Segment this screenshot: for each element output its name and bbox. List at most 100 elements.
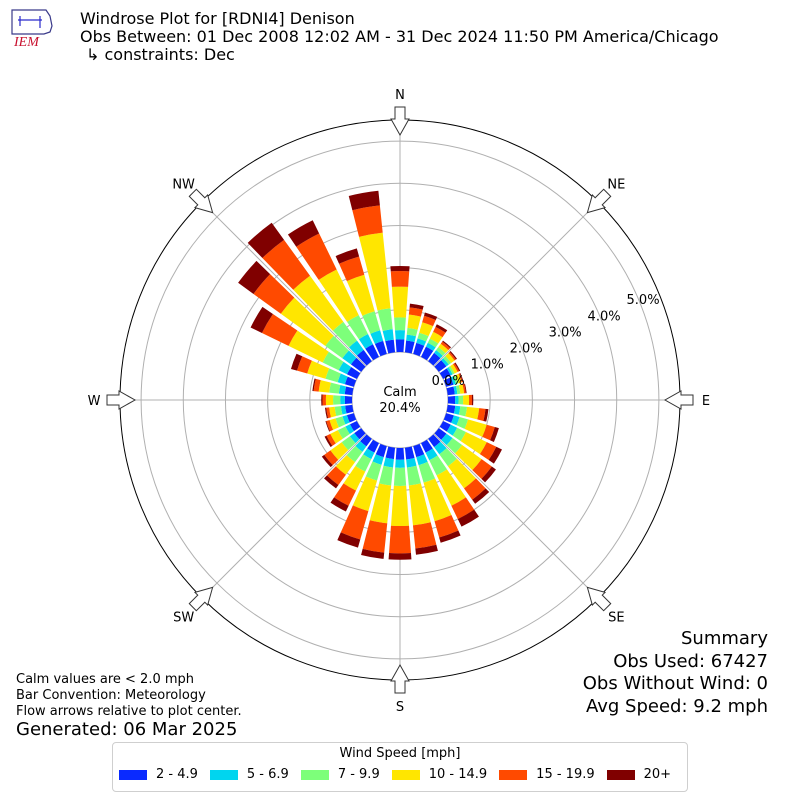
wind-bar-segment	[434, 428, 447, 440]
wind-bar-segment	[262, 239, 311, 290]
wind-bar-segment	[334, 406, 343, 417]
wind-bar-segment	[326, 433, 336, 446]
wind-bar-segment	[253, 274, 295, 314]
wind-bar-segment	[360, 434, 372, 447]
wind-bar-segment	[261, 313, 298, 346]
wind-bar-segment	[238, 260, 271, 294]
wind-bar-segment	[372, 454, 384, 465]
wind-bar-segment	[337, 426, 350, 439]
wind-bar-segment	[472, 459, 492, 479]
wind-bar-segment	[324, 475, 339, 489]
wind-bar-segment	[395, 447, 405, 460]
arrows-note: Flow arrows relative to plot center.	[16, 704, 242, 719]
legend-label: 5 - 6.9	[246, 767, 289, 782]
wind-bar-segment	[355, 454, 372, 472]
legend-swatch	[300, 769, 329, 780]
wind-bar-segment	[429, 455, 448, 476]
wind-bar-segment	[465, 406, 480, 420]
wind-bar-segment	[375, 443, 387, 458]
wind-bar-segment	[439, 530, 461, 543]
wind-bar-segment	[447, 396, 456, 404]
wind-bar-segment	[408, 483, 431, 526]
wind-bar-segment	[335, 416, 346, 428]
wind-bar-segment	[394, 317, 406, 331]
legend-swatch	[606, 769, 635, 780]
compass-label: E	[702, 394, 710, 409]
calm-label: Calm	[383, 385, 416, 400]
obs-without-wind: Obs Without Wind: 0	[582, 673, 768, 694]
wind-bar-segment	[404, 446, 415, 460]
legend-title: Wind Speed [mph]	[339, 746, 461, 761]
wind-bar-segment	[416, 338, 427, 346]
wind-bar-segment	[420, 346, 434, 361]
wind-bar-segment	[447, 458, 476, 489]
wind-bar-segment	[347, 315, 368, 340]
wind-bar-segment	[337, 532, 361, 548]
compass-label: NW	[172, 178, 195, 193]
wind-bar-segment	[385, 446, 396, 460]
wind-bar-segment	[313, 378, 321, 392]
wind-bar-segment	[438, 343, 449, 354]
wind-bar-segment	[454, 362, 461, 372]
svg-text:IEM: IEM	[13, 35, 40, 50]
wind-bar-segment	[345, 424, 354, 435]
wind-bar-segment	[318, 269, 359, 322]
wind-bar-segment	[434, 515, 459, 538]
wind-bar-segment	[377, 308, 393, 331]
wind-bar-segment	[446, 424, 458, 436]
wind-bar-segment	[391, 286, 409, 318]
wind-bar-segment	[338, 361, 352, 375]
compass-label: NE	[607, 178, 625, 193]
legend: Wind Speed [mph] 2 - 4.9 5 - 6.9 7 - 9.9 10…	[112, 742, 688, 792]
wind-bar-segment	[325, 335, 349, 359]
wind-bar-segment	[395, 459, 405, 468]
wind-bar-segment	[326, 420, 334, 432]
wind-bar-segment	[455, 373, 462, 384]
wind-bar-segment	[436, 347, 446, 356]
wind-bar-segment	[349, 433, 360, 444]
legend-swatch	[391, 769, 420, 780]
wind-bar-segment	[312, 378, 316, 392]
obs-used: Obs Used: 67427	[613, 650, 768, 672]
wind-bar-segment	[446, 367, 453, 376]
wind-bar-segment	[247, 222, 285, 258]
wind-bar-segment	[355, 441, 367, 452]
wind-bar-segment	[452, 427, 466, 442]
legend-swatch	[209, 769, 238, 780]
radial-tick-label: 3.0%	[549, 325, 582, 340]
wind-bar-segment	[425, 342, 436, 351]
wind-bar-segment	[335, 455, 356, 475]
compass-label: W	[88, 394, 101, 409]
wind-bar-segment	[440, 341, 451, 351]
wind-bar-segment	[344, 386, 354, 396]
wind-bar-segment	[458, 406, 468, 417]
wind-bar-segment	[321, 454, 333, 468]
wind-bar-segment	[488, 446, 502, 464]
wind-bar-segment	[446, 438, 463, 454]
wind-bar-segment	[358, 334, 373, 349]
legend-swatch	[119, 769, 147, 780]
wind-bar-segment	[369, 483, 392, 524]
wind-bar-segment	[481, 466, 496, 483]
wind-bar-segment	[329, 406, 337, 418]
legend-item: 10 - 14.9	[391, 767, 487, 782]
calm-value: 20.4%	[379, 401, 420, 416]
flow-arrow-icon	[188, 586, 214, 612]
wind-bar-segment	[354, 428, 366, 440]
wind-bar-segment	[428, 352, 441, 366]
flow-arrow-icon	[390, 106, 410, 137]
flow-arrow-icon	[586, 188, 612, 214]
wind-bar-segment	[446, 404, 456, 414]
avg-speed: Avg Speed: 9.2 mph	[586, 695, 768, 717]
title-block: Windrose Plot for [RDNI4] Denison Obs Be…	[80, 10, 719, 64]
compass-label: S	[396, 700, 404, 715]
wind-bar-segment	[324, 435, 333, 448]
wind-bar-segment	[293, 275, 344, 331]
wind-bar-segment	[374, 340, 387, 357]
wind-bar-segment	[342, 350, 357, 365]
wind-bar-segment	[388, 553, 412, 560]
wind-bar-segment	[415, 544, 438, 555]
legend-label: 7 - 9.9	[337, 767, 380, 782]
wind-bar-segment	[333, 395, 341, 405]
